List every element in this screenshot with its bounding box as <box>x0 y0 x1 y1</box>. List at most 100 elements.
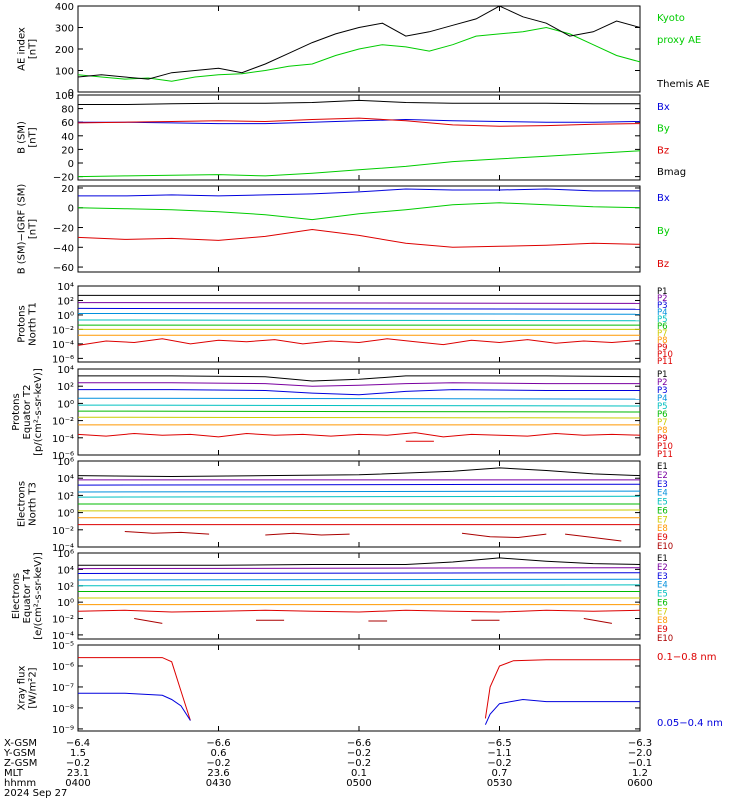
y-tick-label: 10⁻⁵ <box>52 641 74 652</box>
orbit-row-label: MLT <box>4 768 24 779</box>
y-tick-label: 10⁴ <box>57 565 74 576</box>
legend-entry: Bmag <box>657 167 686 178</box>
legend-entry: Themis AE <box>656 79 710 90</box>
legend-entry: E6 <box>657 598 668 608</box>
legend-entry: P3 <box>657 386 668 396</box>
y-tick-label: 10⁰ <box>57 399 74 410</box>
legend-entry: E7 <box>657 607 668 617</box>
orbit-row-value: 0430 <box>206 778 231 789</box>
series-line-e5 <box>77 584 641 587</box>
y-tick-label: 100 <box>55 67 74 78</box>
orbit-row-value: −6.6 <box>206 738 230 749</box>
legend-entry: E9 <box>657 533 668 543</box>
legend-entry: E8 <box>657 616 668 626</box>
series-line-bmag <box>78 99 640 105</box>
series-line-0-1-0-8-nm-b <box>484 659 640 719</box>
series-line-kyoto-proxy-ae <box>77 26 641 82</box>
y-tick-label: 20 <box>61 184 74 195</box>
legend-entry: E1 <box>657 462 668 472</box>
orbit-row-value: −6.5 <box>487 738 511 749</box>
y-tick-label: 10⁻² <box>52 526 74 537</box>
y-tick-label: 10⁶ <box>57 549 74 560</box>
legend-entry: E5 <box>657 590 668 600</box>
orbit-row-value: −0.2 <box>347 748 371 759</box>
legend-entry: P3 <box>657 301 668 311</box>
legend-entry: E10 <box>657 542 673 552</box>
orbit-row-value: −6.3 <box>628 738 652 749</box>
y-axis-label: Electrons <box>17 481 28 527</box>
y-axis-label: [nT] <box>28 127 39 147</box>
legend-entry: 0.1−0.8 nm <box>657 652 716 663</box>
y-tick-label: 10⁻⁹ <box>52 725 74 736</box>
y-axis-label: Xray flux <box>17 666 28 711</box>
panel-frame <box>77 185 641 273</box>
y-axis-label: [e/(cm²-s-sr-keV)] <box>33 552 44 640</box>
y-tick-label: 10⁻² <box>52 615 74 626</box>
orbit-row-label: Z-GSM <box>4 758 37 769</box>
legend-entry: Bz <box>657 259 669 270</box>
y-tick-label: 40 <box>61 132 74 143</box>
series-line-p2 <box>78 382 640 387</box>
y-tick-label: 400 <box>55 2 74 13</box>
series-line-e2 <box>77 567 641 570</box>
legend-entry: P9 <box>657 434 668 444</box>
date-label: 2024 Sep 27 <box>4 788 67 799</box>
legend-entry: E7 <box>657 515 668 525</box>
y-axis-label: [p/(cm²-s-sr-keV)] <box>33 368 44 456</box>
legend-entry: E4 <box>657 581 668 591</box>
series-line-p6 <box>77 410 641 413</box>
y-axis-label: Equator T2 <box>22 385 33 440</box>
orbit-row-value: −1.1 <box>487 748 511 759</box>
y-tick-label: 10⁶ <box>57 457 74 468</box>
y-axis-label: [nT] <box>28 39 39 59</box>
y-tick-label: 10² <box>57 296 74 307</box>
panel-eeqt4 <box>77 552 641 640</box>
series-line-e5 <box>77 495 641 498</box>
series-line-e1 <box>77 467 641 478</box>
legend-entry: E1 <box>657 554 668 564</box>
orbit-row-value: 0500 <box>346 778 371 789</box>
series-line-bx <box>78 118 641 125</box>
y-tick-label: 10⁻⁶ <box>52 451 74 462</box>
y-axis-label: B (SM) <box>17 121 28 154</box>
y-tick-label: 10⁻² <box>52 417 74 428</box>
orbit-row-value: −0.2 <box>66 758 90 769</box>
orbit-row-value: 23.6 <box>207 768 229 779</box>
y-tick-label: 80 <box>61 105 74 116</box>
y-tick-label: −20 <box>53 224 74 235</box>
series-line-0-05-0-4-nm-a <box>78 692 191 721</box>
series-line-e1 <box>78 557 641 566</box>
series-line-p7 <box>77 416 641 419</box>
legend-entry: P8 <box>657 336 668 346</box>
y-tick-label: 10⁴ <box>57 282 74 293</box>
series-line-e9 <box>77 609 641 613</box>
orbit-row-value: 0.1 <box>351 768 367 779</box>
y-axis-label: [nT] <box>28 219 39 239</box>
y-tick-label: 10⁻⁷ <box>52 683 74 694</box>
legend-entry: P2 <box>657 294 668 304</box>
panel-ent3 <box>77 460 641 548</box>
series-line-themis-ae <box>77 5 641 80</box>
y-axis-label: North T1 <box>28 302 39 346</box>
y-tick-label: 300 <box>55 24 74 35</box>
legend-entry: 0.05−0.4 nm <box>657 718 723 729</box>
legend-entry: P2 <box>657 378 668 388</box>
orbit-row-value: 0530 <box>487 778 512 789</box>
series-line-e10a <box>124 531 210 535</box>
series-line-e10e <box>583 618 612 624</box>
y-tick-label: −60 <box>53 263 74 274</box>
series-line-p9 <box>77 338 641 346</box>
y-tick-label: 10⁻⁶ <box>52 662 74 673</box>
y-tick-label: 10⁴ <box>57 474 74 485</box>
y-tick-label: −40 <box>53 243 74 254</box>
orbit-row-label: hhmm <box>4 778 36 789</box>
series-line-bz <box>77 117 641 127</box>
orbit-row-value: −0.2 <box>206 758 230 769</box>
y-tick-label: 10² <box>57 491 74 502</box>
legend-entry: P7 <box>657 418 668 428</box>
series-line-p3 <box>77 307 641 310</box>
y-tick-label: 200 <box>55 45 74 56</box>
series-line-e10b <box>265 532 350 536</box>
series-line-0-05-0-4-nm-b <box>484 698 640 725</box>
series-line-p2 <box>77 302 641 304</box>
